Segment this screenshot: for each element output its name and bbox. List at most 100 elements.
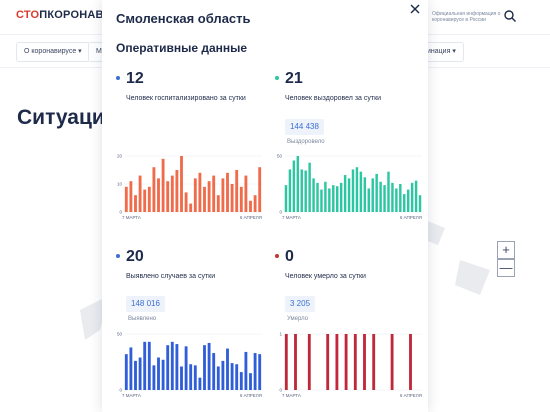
chart-bar	[390, 334, 394, 390]
chart-bar	[226, 348, 229, 390]
x-tick-label: 6 АПРЕЛЯ	[400, 215, 422, 220]
chart-bar	[332, 185, 335, 212]
chart-bar	[249, 200, 252, 212]
y-tick-label: 50	[277, 154, 283, 159]
stat-total: 3 205	[285, 296, 316, 312]
stat-description: Выявлено случаев за сутки	[126, 273, 216, 280]
chart-bar	[399, 184, 402, 212]
chart-bar	[189, 203, 193, 212]
chart-bar	[409, 334, 412, 390]
chart-bar	[284, 334, 288, 390]
chart-bar	[371, 178, 374, 212]
chart-bar	[395, 188, 398, 212]
chart-bar	[212, 175, 216, 212]
chart-bar	[161, 158, 165, 212]
stat-hospitalized: 12 Человек госпитализировано за сутки	[116, 70, 266, 110]
stat-dot	[275, 76, 279, 80]
chart-bar	[170, 341, 174, 390]
chart-bar	[239, 186, 243, 212]
chart-bar	[296, 156, 300, 212]
stat-description: Человек выздоровел за сутки	[285, 95, 382, 102]
chart-bar	[180, 366, 183, 390]
chart-bar	[300, 169, 303, 212]
modal-title: Смоленская область	[116, 11, 251, 26]
chart-bar	[157, 357, 160, 390]
stat-dot	[116, 254, 120, 258]
chart-bar	[418, 195, 422, 212]
chart-bar	[221, 178, 225, 212]
chart-detected: 0 50 7 МАРТА 6 АПРЕЛЯ	[114, 330, 264, 400]
chart-bar	[326, 334, 330, 390]
chart-bar	[143, 189, 147, 212]
region-modal: Смоленская область Оперативные данные 12…	[102, 0, 428, 412]
chart-deaths: 0 1 7 МАРТА 6 АПРЕЛЯ	[274, 330, 424, 400]
chart-bar	[324, 181, 327, 212]
chart-bar	[249, 373, 252, 390]
chart-bar	[221, 360, 225, 390]
chart-bar	[230, 184, 234, 212]
chart-bar	[207, 181, 211, 212]
chart-bar	[351, 169, 355, 212]
stat-dot	[275, 254, 279, 258]
search-icon[interactable]	[503, 9, 517, 23]
chart-bar	[216, 195, 220, 212]
chart-bar	[258, 167, 262, 212]
x-tick-label: 6 АПРЕЛЯ	[240, 393, 262, 398]
page-title: Ситуаци	[17, 106, 105, 129]
chart-bar	[239, 372, 243, 390]
chart-bar	[175, 170, 179, 212]
chart-bar	[180, 156, 183, 212]
chart-bar	[336, 186, 339, 212]
chart-bar	[339, 182, 343, 212]
y-tick-label: 0	[279, 388, 282, 393]
chart-bar	[312, 178, 315, 212]
chart-bar	[367, 188, 370, 212]
x-tick-label: 6 АПРЕЛЯ	[240, 215, 262, 220]
site-logo[interactable]: СТОПКОРОНАВИ	[16, 9, 112, 21]
logo-stop: СТ	[16, 9, 31, 21]
chart-bar	[207, 342, 211, 390]
chart-bar	[403, 194, 406, 212]
chart-bar	[134, 195, 137, 212]
chart-bar	[355, 167, 359, 212]
chart-hospitalized: 0 10 20 7 МАРТА 6 АПРЕЛЯ	[114, 152, 264, 222]
y-tick-label: 10	[117, 182, 123, 187]
chart-bar	[294, 334, 297, 390]
chart-bar	[193, 365, 197, 390]
stat-recovered: 21 Человек выздоровел за сутки 144 438 В…	[275, 70, 425, 150]
chart-bar	[235, 364, 239, 390]
nav-item-about[interactable]: О коронавирусе ▾	[16, 42, 90, 62]
stat-detected: 20 Выявлено случаев за сутки 148 016 Выя…	[116, 248, 266, 328]
chart-bar	[147, 186, 151, 212]
chart-bar	[308, 162, 311, 212]
close-icon[interactable]	[409, 3, 421, 15]
chart-bar	[288, 169, 292, 212]
stat-total-label: Умерло	[287, 316, 309, 322]
chart-bar	[359, 171, 363, 212]
chart-bar	[138, 175, 142, 212]
chart-bar	[414, 180, 418, 212]
x-tick-label: 7 МАРТА	[122, 393, 141, 398]
chart-bar	[363, 177, 367, 212]
x-tick-label: 7 МАРТА	[282, 215, 301, 220]
stat-description: Человек умерло за сутки	[285, 273, 366, 280]
stat-total: 148 016	[126, 296, 165, 312]
y-tick-label: 1	[279, 332, 282, 337]
chart-bar	[292, 160, 296, 212]
chart-bar	[166, 181, 170, 212]
y-tick-label: 50	[117, 332, 123, 337]
chart-bar	[343, 175, 347, 212]
chart-bar	[307, 334, 311, 390]
chart-bar	[157, 178, 160, 212]
stat-dot	[116, 76, 120, 80]
chart-bar	[175, 344, 179, 390]
zoom-in-button[interactable]: +	[497, 241, 515, 259]
chart-bar	[253, 195, 257, 212]
stat-value: 0	[285, 248, 294, 265]
zoom-out-button[interactable]: —	[497, 259, 515, 277]
chart-bar	[198, 377, 202, 390]
chart-bar	[235, 170, 239, 212]
x-tick-label: 7 МАРТА	[282, 393, 301, 398]
chart-bar	[244, 175, 248, 212]
chart-bar	[410, 182, 414, 212]
